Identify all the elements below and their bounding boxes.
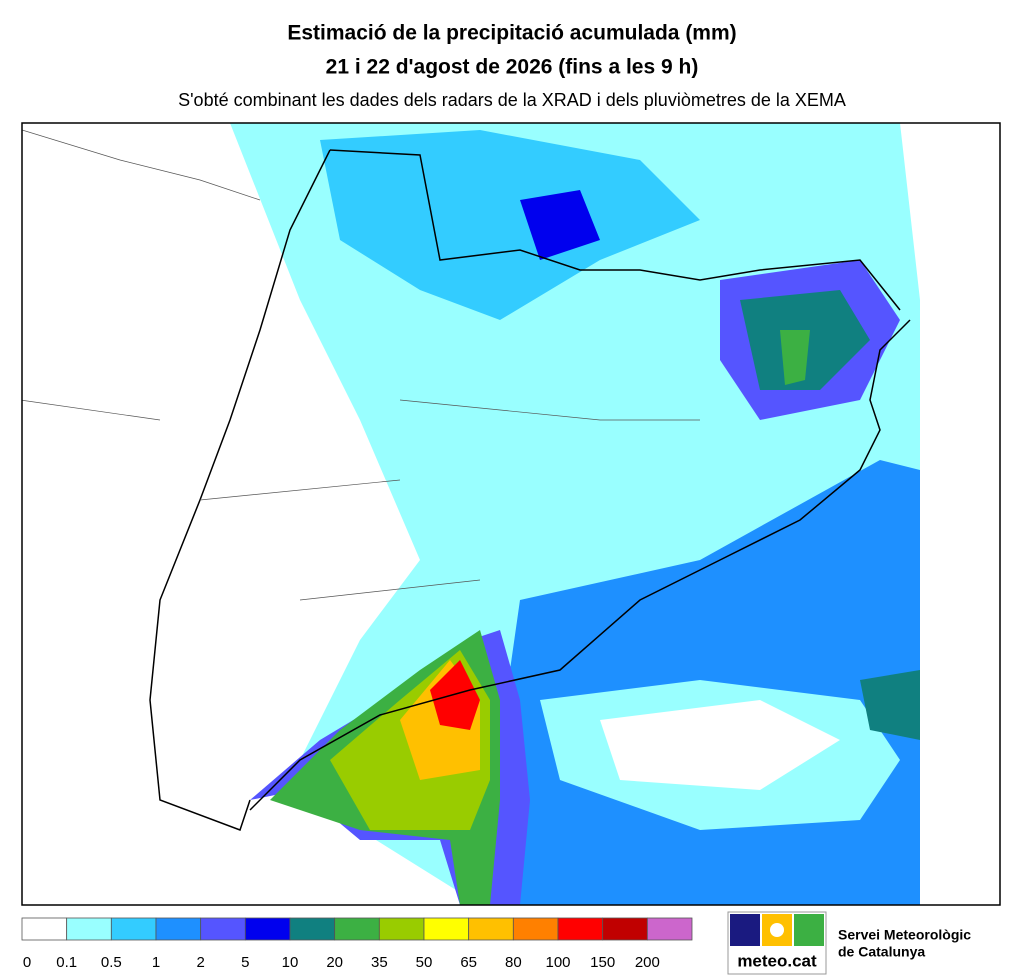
- legend-label: 50: [416, 954, 433, 971]
- legend-swatch: [66, 917, 112, 941]
- date: 21 i 22 d'agost de 2026 (fins a les 9 h): [326, 56, 699, 79]
- legend-swatch: [646, 917, 693, 941]
- legend-label: 100: [545, 954, 570, 971]
- legend-label: 35: [371, 954, 388, 971]
- legend-swatch: [468, 917, 514, 941]
- legend: 0 0.1 0.5 1 2 5 10 20 35 50 65 80 100 150 200: [21, 917, 693, 971]
- legend-label: 200: [635, 954, 660, 971]
- legend-swatch: [602, 917, 648, 941]
- legend-label: 80: [505, 954, 522, 971]
- legend-swatch: [334, 917, 380, 941]
- legend-label: 2: [196, 954, 204, 971]
- legend-label: 5: [241, 954, 249, 971]
- legend-swatch: [155, 917, 202, 941]
- legend-label: 1: [152, 954, 160, 971]
- legend-label: 20: [326, 954, 343, 971]
- map: [21, 122, 1001, 906]
- legend-swatch: [200, 917, 246, 941]
- legend-swatch: [110, 917, 157, 941]
- logo-name: Servei Meteorològic: [838, 927, 971, 943]
- title: Estimació de la precipitació acumulada (…: [287, 22, 736, 45]
- legend-label: 0.5: [101, 954, 122, 971]
- legend-label: 65: [460, 954, 477, 971]
- subtitle: S'obté combinant les dades dels radars d…: [178, 90, 846, 110]
- legend-swatch: [557, 917, 604, 941]
- legend-label: 0.1: [56, 954, 77, 971]
- legend-swatch: [244, 917, 291, 941]
- logo-brand: meteo.cat: [737, 951, 817, 970]
- legend-swatch: [289, 917, 336, 941]
- legend-swatch: [378, 917, 425, 941]
- legend-label: 10: [282, 954, 299, 971]
- legend-label: 150: [590, 954, 615, 971]
- legend-label: 0: [23, 954, 31, 971]
- logo: meteo.cat Servei Meteorològic de Catalun…: [727, 911, 971, 975]
- legend-swatch: [512, 917, 559, 941]
- legend-swatch: [21, 917, 68, 941]
- logo-name: de Catalunya: [838, 944, 925, 960]
- legend-swatch: [423, 917, 470, 941]
